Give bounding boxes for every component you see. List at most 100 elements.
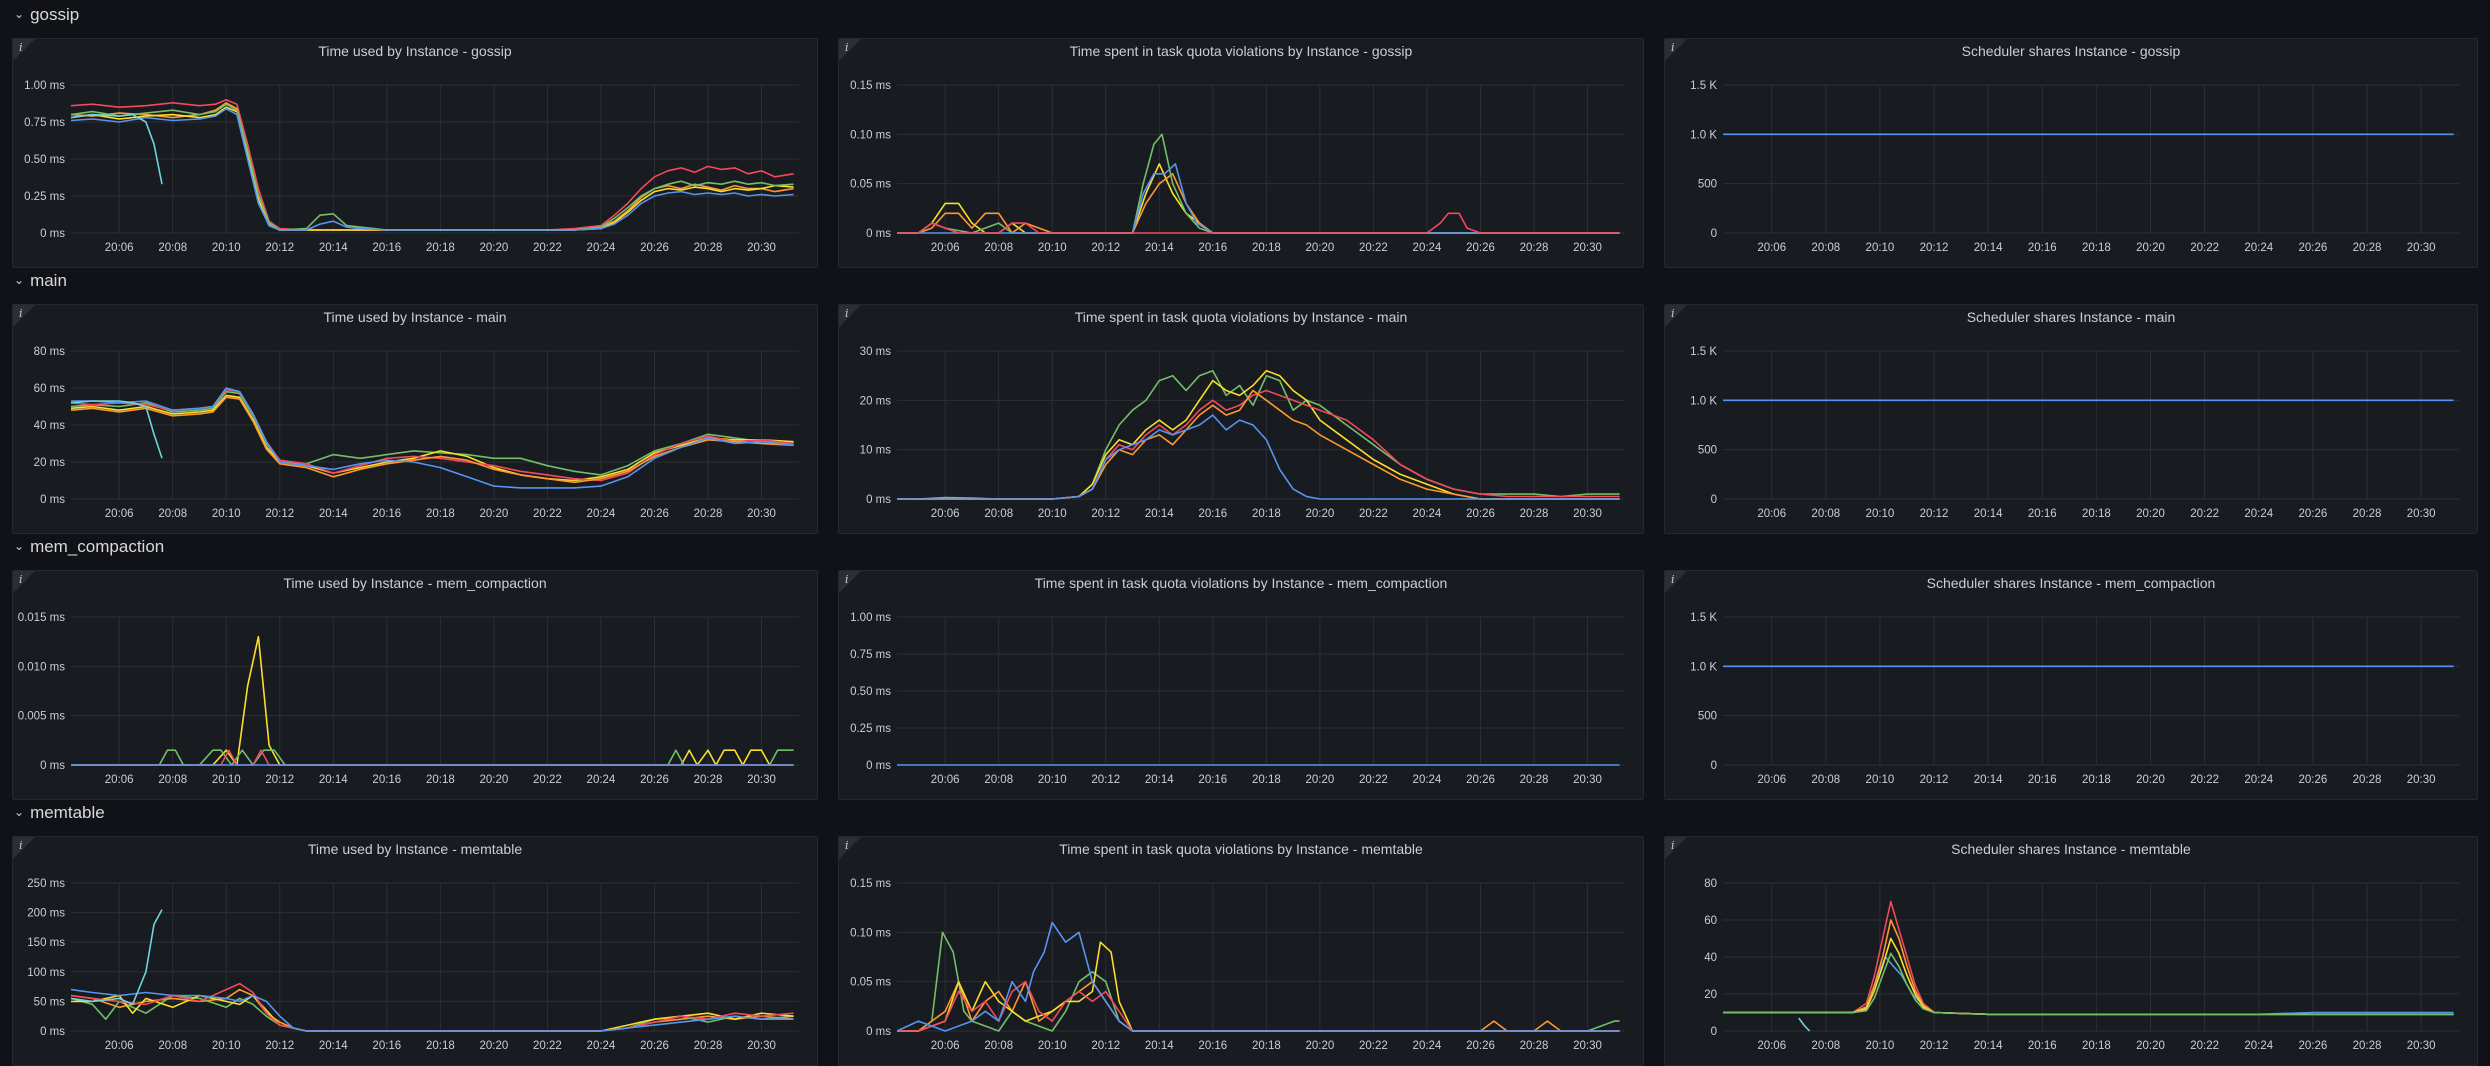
x-tick-label: 20:30 bbox=[1573, 1040, 1602, 1052]
x-tick-label: 20:26 bbox=[2298, 1040, 2327, 1052]
info-icon[interactable]: i bbox=[845, 573, 849, 586]
x-tick-label: 20:20 bbox=[2136, 1040, 2165, 1052]
x-tick-label: 20:20 bbox=[2136, 242, 2165, 254]
row-header-main[interactable]: ⌄ main bbox=[14, 268, 67, 294]
x-tick-label: 20:08 bbox=[158, 508, 187, 520]
info-icon[interactable]: i bbox=[1671, 41, 1675, 54]
chart-panel[interactable]: i Scheduler shares Instance - mem_compact… bbox=[1664, 570, 2478, 800]
y-tick-label: 0.010 ms bbox=[18, 661, 66, 673]
x-tick-label: 20:12 bbox=[1920, 774, 1949, 786]
x-tick-label: 20:30 bbox=[747, 1040, 776, 1052]
panel-title: Scheduler shares Instance - gossip bbox=[1961, 43, 2181, 59]
y-tick-label: 0 ms bbox=[40, 760, 65, 772]
info-icon[interactable]: i bbox=[19, 41, 23, 54]
info-icon[interactable]: i bbox=[1671, 307, 1675, 320]
chevron-down-icon: ⌄ bbox=[14, 539, 25, 553]
y-tick-label: 20 ms bbox=[860, 395, 892, 407]
x-tick-label: 20:06 bbox=[1757, 774, 1786, 786]
x-tick-label: 20:16 bbox=[372, 1040, 401, 1052]
x-tick-label: 20:10 bbox=[1038, 774, 1067, 786]
panel-corner bbox=[1665, 305, 1687, 327]
x-tick-label: 20:10 bbox=[212, 1040, 241, 1052]
x-tick-label: 20:10 bbox=[1038, 1040, 1067, 1052]
info-icon[interactable]: i bbox=[1671, 839, 1675, 852]
info-icon[interactable]: i bbox=[845, 41, 849, 54]
x-tick-label: 20:22 bbox=[2190, 242, 2219, 254]
chart-panel[interactable]: i Time spent in task quota violations by … bbox=[838, 38, 1644, 268]
x-tick-label: 20:14 bbox=[1145, 508, 1174, 520]
y-tick-label: 0 ms bbox=[866, 760, 891, 772]
x-tick-label: 20:06 bbox=[931, 774, 960, 786]
info-icon[interactable]: i bbox=[19, 839, 23, 852]
x-tick-label: 20:18 bbox=[2082, 774, 2111, 786]
series-line-red bbox=[897, 212, 1620, 234]
row-title: mem_compaction bbox=[30, 537, 165, 556]
y-tick-label: 0.25 ms bbox=[850, 723, 891, 735]
x-tick-label: 20:12 bbox=[265, 774, 294, 786]
chart-panel[interactable]: i Scheduler shares Instance - memtable 0 20… bbox=[1664, 836, 2478, 1066]
chart-panel[interactable]: i Time used by Instance - main 0 ms 20 ms 40… bbox=[12, 304, 818, 534]
chart-panel[interactable]: i Time spent in task quota violations by … bbox=[838, 304, 1644, 534]
x-tick-label: 20:24 bbox=[2244, 508, 2273, 520]
y-tick-label: 0.15 ms bbox=[850, 878, 891, 890]
series-line-yellow bbox=[71, 994, 794, 1032]
x-tick-label: 20:24 bbox=[587, 508, 616, 520]
x-tick-label: 20:30 bbox=[747, 774, 776, 786]
x-tick-label: 20:28 bbox=[694, 1040, 723, 1052]
info-icon[interactable]: i bbox=[19, 307, 23, 320]
info-icon[interactable]: i bbox=[845, 839, 849, 852]
x-tick-label: 20:20 bbox=[479, 242, 508, 254]
chart-panel[interactable]: i Scheduler shares Instance - gossip 0 500 1… bbox=[1664, 38, 2478, 268]
x-tick-label: 20:14 bbox=[1974, 774, 2003, 786]
series-line-red bbox=[897, 389, 1620, 500]
chart-panel[interactable]: i Time used by Instance - gossip 0 ms 0.25 … bbox=[12, 38, 818, 268]
x-tick-label: 20:06 bbox=[105, 508, 134, 520]
chart-panel[interactable]: i Time spent in task quota violations by … bbox=[838, 836, 1644, 1066]
x-tick-label: 20:22 bbox=[533, 774, 562, 786]
row-header-memtable[interactable]: ⌄ memtable bbox=[14, 800, 105, 826]
x-tick-label: 20:22 bbox=[1359, 508, 1388, 520]
x-tick-label: 20:06 bbox=[1757, 242, 1786, 254]
chart-panel[interactable]: i Scheduler shares Instance - main 0 500 1.0… bbox=[1664, 304, 2478, 534]
series-line-green bbox=[70, 994, 794, 1032]
x-tick-label: 20:18 bbox=[1252, 1040, 1281, 1052]
panel-corner bbox=[839, 305, 861, 327]
x-tick-label: 20:08 bbox=[1811, 242, 1840, 254]
x-tick-label: 20:12 bbox=[1091, 1040, 1120, 1052]
panel-corner bbox=[13, 39, 35, 61]
x-tick-label: 20:14 bbox=[319, 1040, 348, 1052]
y-tick-label: 0.05 ms bbox=[850, 977, 891, 989]
x-tick-label: 20:08 bbox=[984, 1040, 1013, 1052]
x-tick-label: 20:10 bbox=[1038, 508, 1067, 520]
x-tick-label: 20:12 bbox=[1920, 242, 1949, 254]
x-tick-label: 20:10 bbox=[1866, 774, 1895, 786]
x-tick-label: 20:26 bbox=[1466, 1040, 1495, 1052]
line-chart: 0 ms 0.05 ms 0.10 ms 0.15 ms 20:06 20:08 20:10… bbox=[850, 878, 1625, 1052]
y-tick-label: 0 ms bbox=[866, 494, 891, 506]
y-tick-label: 250 ms bbox=[27, 878, 65, 890]
panel-corner bbox=[1665, 39, 1687, 61]
x-tick-label: 20:06 bbox=[1757, 1040, 1786, 1052]
panel-title: Time used by Instance - gossip bbox=[318, 43, 512, 59]
x-tick-label: 20:26 bbox=[640, 508, 669, 520]
chart-panel[interactable]: i Time used by Instance - memtable 0 ms 50 … bbox=[12, 836, 818, 1066]
series-line-red bbox=[1723, 900, 2454, 1016]
info-icon[interactable]: i bbox=[845, 307, 849, 320]
chart-panel[interactable]: i Time spent in task quota violations by … bbox=[838, 570, 1644, 800]
x-tick-label: 20:16 bbox=[1198, 242, 1227, 254]
series-line-green bbox=[70, 103, 794, 231]
info-icon[interactable]: i bbox=[1671, 573, 1675, 586]
x-tick-label: 20:08 bbox=[158, 1040, 187, 1052]
x-tick-label: 20:06 bbox=[931, 508, 960, 520]
x-tick-label: 20:20 bbox=[2136, 508, 2165, 520]
y-tick-label: 200 ms bbox=[27, 908, 65, 920]
x-tick-label: 20:10 bbox=[1866, 508, 1895, 520]
row-header-mem-compaction[interactable]: ⌄ mem_compaction bbox=[14, 534, 164, 560]
chart-panel[interactable]: i Time used by Instance - mem_compaction 0… bbox=[12, 570, 818, 800]
panel-corner bbox=[839, 39, 861, 61]
y-tick-label: 1.0 K bbox=[1690, 661, 1717, 673]
info-icon[interactable]: i bbox=[19, 573, 23, 586]
row-header-gossip[interactable]: ⌄ gossip bbox=[14, 2, 79, 28]
panel-title: Time spent in task quota violations by I… bbox=[1074, 309, 1408, 325]
y-tick-label: 1.00 ms bbox=[850, 612, 891, 624]
